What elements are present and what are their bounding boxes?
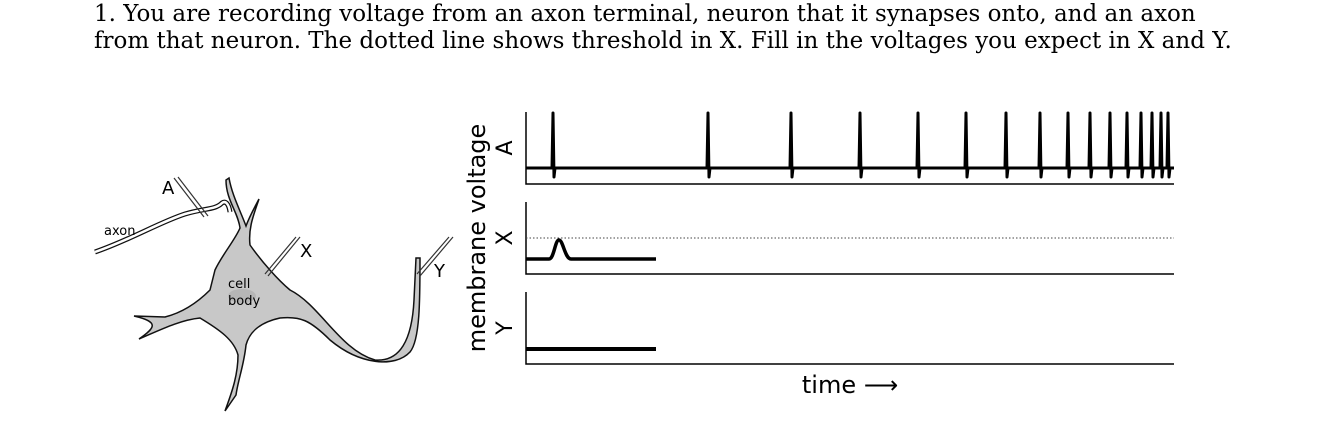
- label-y: Y: [433, 261, 446, 282]
- neuron: [94, 176, 454, 412]
- trace-label: A: [493, 140, 518, 155]
- question: 1. You are recording voltage from an axo…: [94, 1, 1232, 54]
- trace-x: [526, 238, 656, 261]
- trace-label: X: [493, 230, 518, 245]
- label-x: X: [300, 241, 312, 262]
- trace-label: Y: [493, 321, 518, 336]
- trace-a: [526, 111, 1174, 179]
- label-a: A: [162, 178, 175, 199]
- label-cell: cell: [228, 277, 250, 292]
- x-axis-label: time ⟶: [802, 371, 898, 399]
- y-axis-label: membrane voltage: [463, 124, 491, 353]
- axes: [525, 202, 1174, 275]
- panels: A X Y: [493, 111, 1174, 365]
- axes: [525, 112, 1174, 185]
- axes: [525, 292, 1174, 365]
- label-axon: axon: [104, 224, 135, 239]
- label-body: body: [228, 294, 260, 309]
